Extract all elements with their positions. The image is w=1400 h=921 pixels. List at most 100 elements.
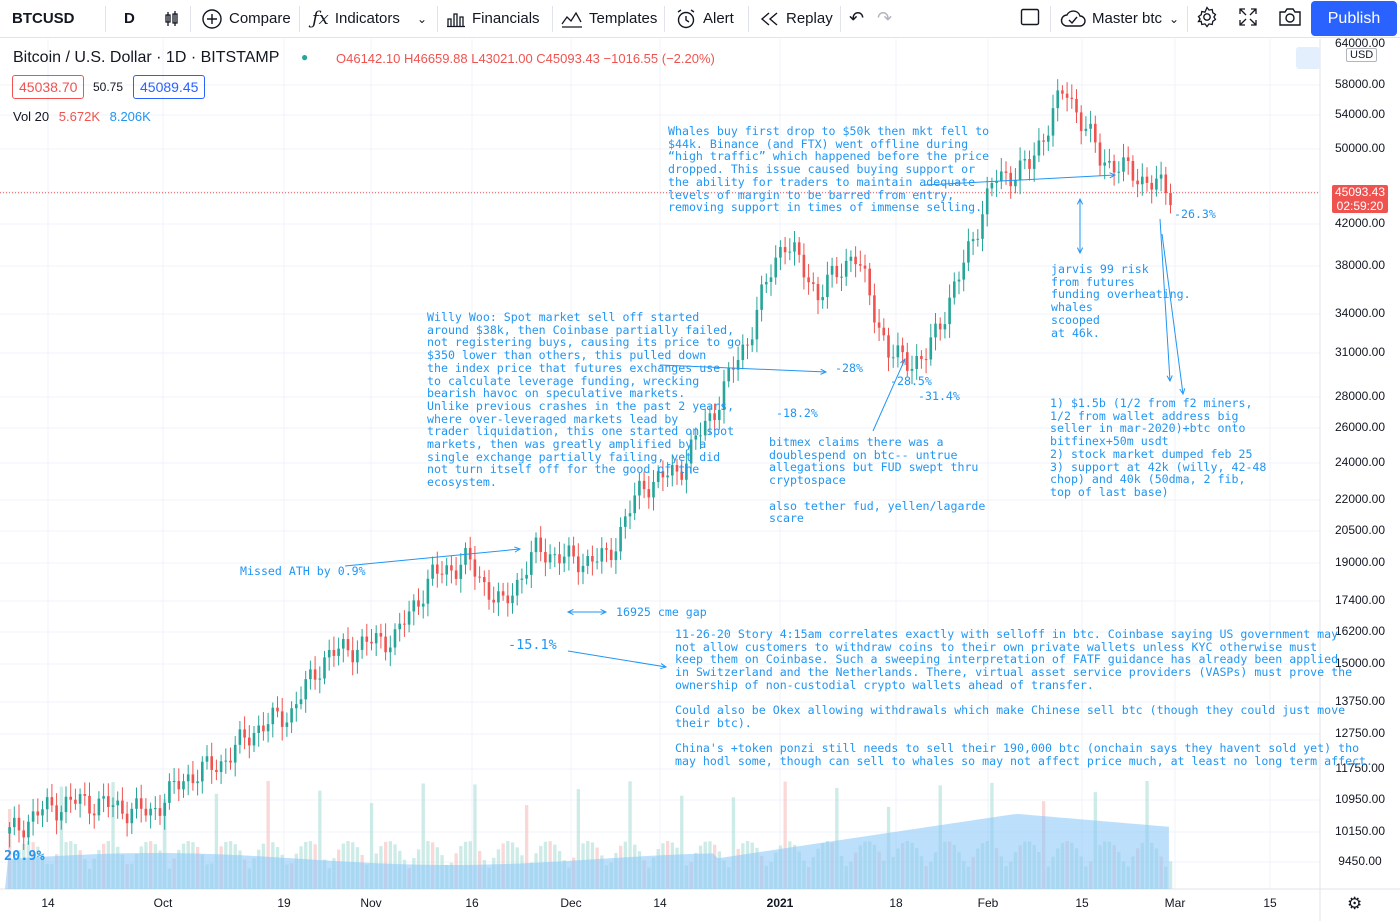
- volume-ma-value: 8.206K: [109, 109, 151, 124]
- candle-body: [492, 599, 495, 603]
- pct-26-3[interactable]: -26.3%: [1174, 207, 1216, 221]
- candle-body: [13, 817, 16, 828]
- note-story[interactable]: 11-26-20 Story 4:15am correlates exactly…: [675, 627, 1374, 769]
- candle-body: [985, 188, 989, 215]
- candle-body: [680, 471, 683, 480]
- candle-body: [694, 435, 698, 440]
- financials-button[interactable]: Financials: [446, 0, 540, 37]
- arrow-head: [1109, 172, 1117, 179]
- candle-body: [1009, 172, 1012, 187]
- price-tick-label: 10150.00: [1334, 824, 1386, 838]
- note-bitmex[interactable]: bitmex claims there was a doublespend on…: [769, 435, 986, 526]
- pct-15-1[interactable]: -15.1%: [508, 637, 557, 653]
- candle-body: [356, 649, 359, 663]
- candle-body: [816, 283, 820, 301]
- note-stock-market[interactable]: 1) $1.5b (1/2 from f2 miners, 1/2 from w…: [1050, 396, 1267, 499]
- volume-bar: [111, 782, 115, 889]
- time-tick-label: 18: [889, 896, 903, 910]
- volume-bar: [59, 786, 63, 889]
- price-chart[interactable]: [0, 39, 1400, 921]
- candle-body: [793, 242, 796, 252]
- note-whales[interactable]: Whales buy first drop to $50k then mkt f…: [668, 124, 990, 215]
- layout-button[interactable]: Master btc: [1060, 0, 1162, 37]
- compare-button[interactable]: Compare: [201, 0, 291, 37]
- candles-icon: [163, 10, 181, 28]
- candle-body: [313, 669, 317, 680]
- price-tick-label: 16200.00: [1334, 624, 1386, 638]
- candle-body: [971, 239, 975, 242]
- candle-body: [553, 554, 557, 556]
- currency-label[interactable]: USD: [1346, 48, 1378, 62]
- chart-settings-toggle[interactable]: [1296, 47, 1320, 69]
- price-tick-label: 9450.00: [1338, 854, 1382, 868]
- candle-body: [1122, 157, 1125, 172]
- candle-body: [88, 795, 91, 814]
- indicators-dropdown[interactable]: ⌄: [417, 0, 427, 37]
- candle-body: [337, 648, 340, 656]
- low-value: L43021.00: [471, 51, 533, 66]
- settings-button[interactable]: [1196, 0, 1218, 37]
- fullscreen-layout-button[interactable]: [1020, 0, 1040, 37]
- price-axis-top-label: 64000.00: [1334, 36, 1386, 50]
- interval-selector[interactable]: D: [124, 10, 135, 27]
- candle-body: [92, 813, 96, 816]
- arrow-head: [820, 368, 828, 375]
- candle-body: [779, 247, 782, 258]
- bar-style-button[interactable]: [163, 0, 187, 37]
- templates-button[interactable]: Templates: [561, 0, 657, 37]
- candle-body: [943, 324, 947, 330]
- price-tick-label: 12750.00: [1334, 726, 1386, 740]
- chart-properties-button[interactable]: ⚙: [1347, 894, 1362, 914]
- candle-body: [1150, 182, 1153, 190]
- layout-dropdown[interactable]: ⌄: [1169, 0, 1179, 37]
- toolbar-divider: [299, 6, 300, 32]
- note-jarvis[interactable]: jarvis 99 risk from futures funding over…: [1051, 262, 1191, 340]
- price-tick-label: 17400.00: [1334, 593, 1386, 607]
- pct-28-5[interactable]: -28.5%: [890, 374, 932, 388]
- chart-pane[interactable]: Bitcoin / U.S. Dollar · 1D · BITSTAMP ● …: [0, 36, 1400, 921]
- pct-31-4[interactable]: -31.4%: [918, 389, 960, 403]
- redo-button[interactable]: ↷: [877, 0, 892, 37]
- candle-body: [1084, 128, 1088, 131]
- volume-value: 5.672K: [58, 109, 100, 124]
- fullscreen-button[interactable]: [1238, 0, 1258, 37]
- replay-button[interactable]: Replay: [760, 0, 833, 37]
- candle-body: [64, 796, 68, 813]
- alert-button[interactable]: Alert: [675, 0, 734, 37]
- note-missed-ath[interactable]: Missed ATH by 0.9%: [240, 564, 366, 578]
- chevron-down-icon: ⌄: [417, 11, 428, 26]
- candle-body: [1094, 123, 1097, 143]
- candle-body: [238, 729, 242, 745]
- symbol-search[interactable]: BTCUSD: [12, 10, 75, 27]
- toolbar-divider: [1050, 6, 1051, 32]
- bid-price-button[interactable]: 45038.70: [12, 75, 85, 99]
- toolbar-divider: [552, 6, 553, 32]
- pct-28[interactable]: -28%: [835, 361, 863, 375]
- candle-body: [17, 817, 21, 831]
- candle-body: [962, 262, 965, 280]
- note-cme-gap[interactable]: 16925 cme gap: [616, 605, 707, 619]
- note-willy-woo[interactable]: Willy Woo: Spot market sell off started …: [427, 310, 742, 490]
- candle-body: [384, 636, 387, 653]
- candle-body: [111, 805, 115, 808]
- volume-bar: [525, 805, 529, 889]
- ask-price-button[interactable]: 45089.45: [133, 75, 206, 99]
- candle-body: [873, 295, 876, 323]
- volume-bar: [783, 781, 787, 889]
- candle-body: [948, 297, 951, 325]
- candle-body: [835, 265, 839, 278]
- indicators-button[interactable]: ƒx Indicators: [312, 0, 400, 37]
- pct-18-2[interactable]: -18.2%: [776, 406, 818, 420]
- publish-button[interactable]: Publish: [1311, 1, 1397, 36]
- annotation-arrow: [344, 548, 521, 567]
- candle-body: [36, 811, 40, 816]
- candle-body: [440, 573, 444, 575]
- candle-body: [901, 345, 904, 353]
- candle-body: [464, 547, 467, 565]
- snapshot-button[interactable]: [1278, 0, 1302, 37]
- pct-20-9[interactable]: 20.9%: [4, 848, 45, 864]
- toolbar-divider: [437, 6, 438, 32]
- price-tick-label: 54000.00: [1334, 107, 1386, 121]
- candle-body: [210, 756, 213, 770]
- undo-button[interactable]: ↶: [849, 0, 864, 37]
